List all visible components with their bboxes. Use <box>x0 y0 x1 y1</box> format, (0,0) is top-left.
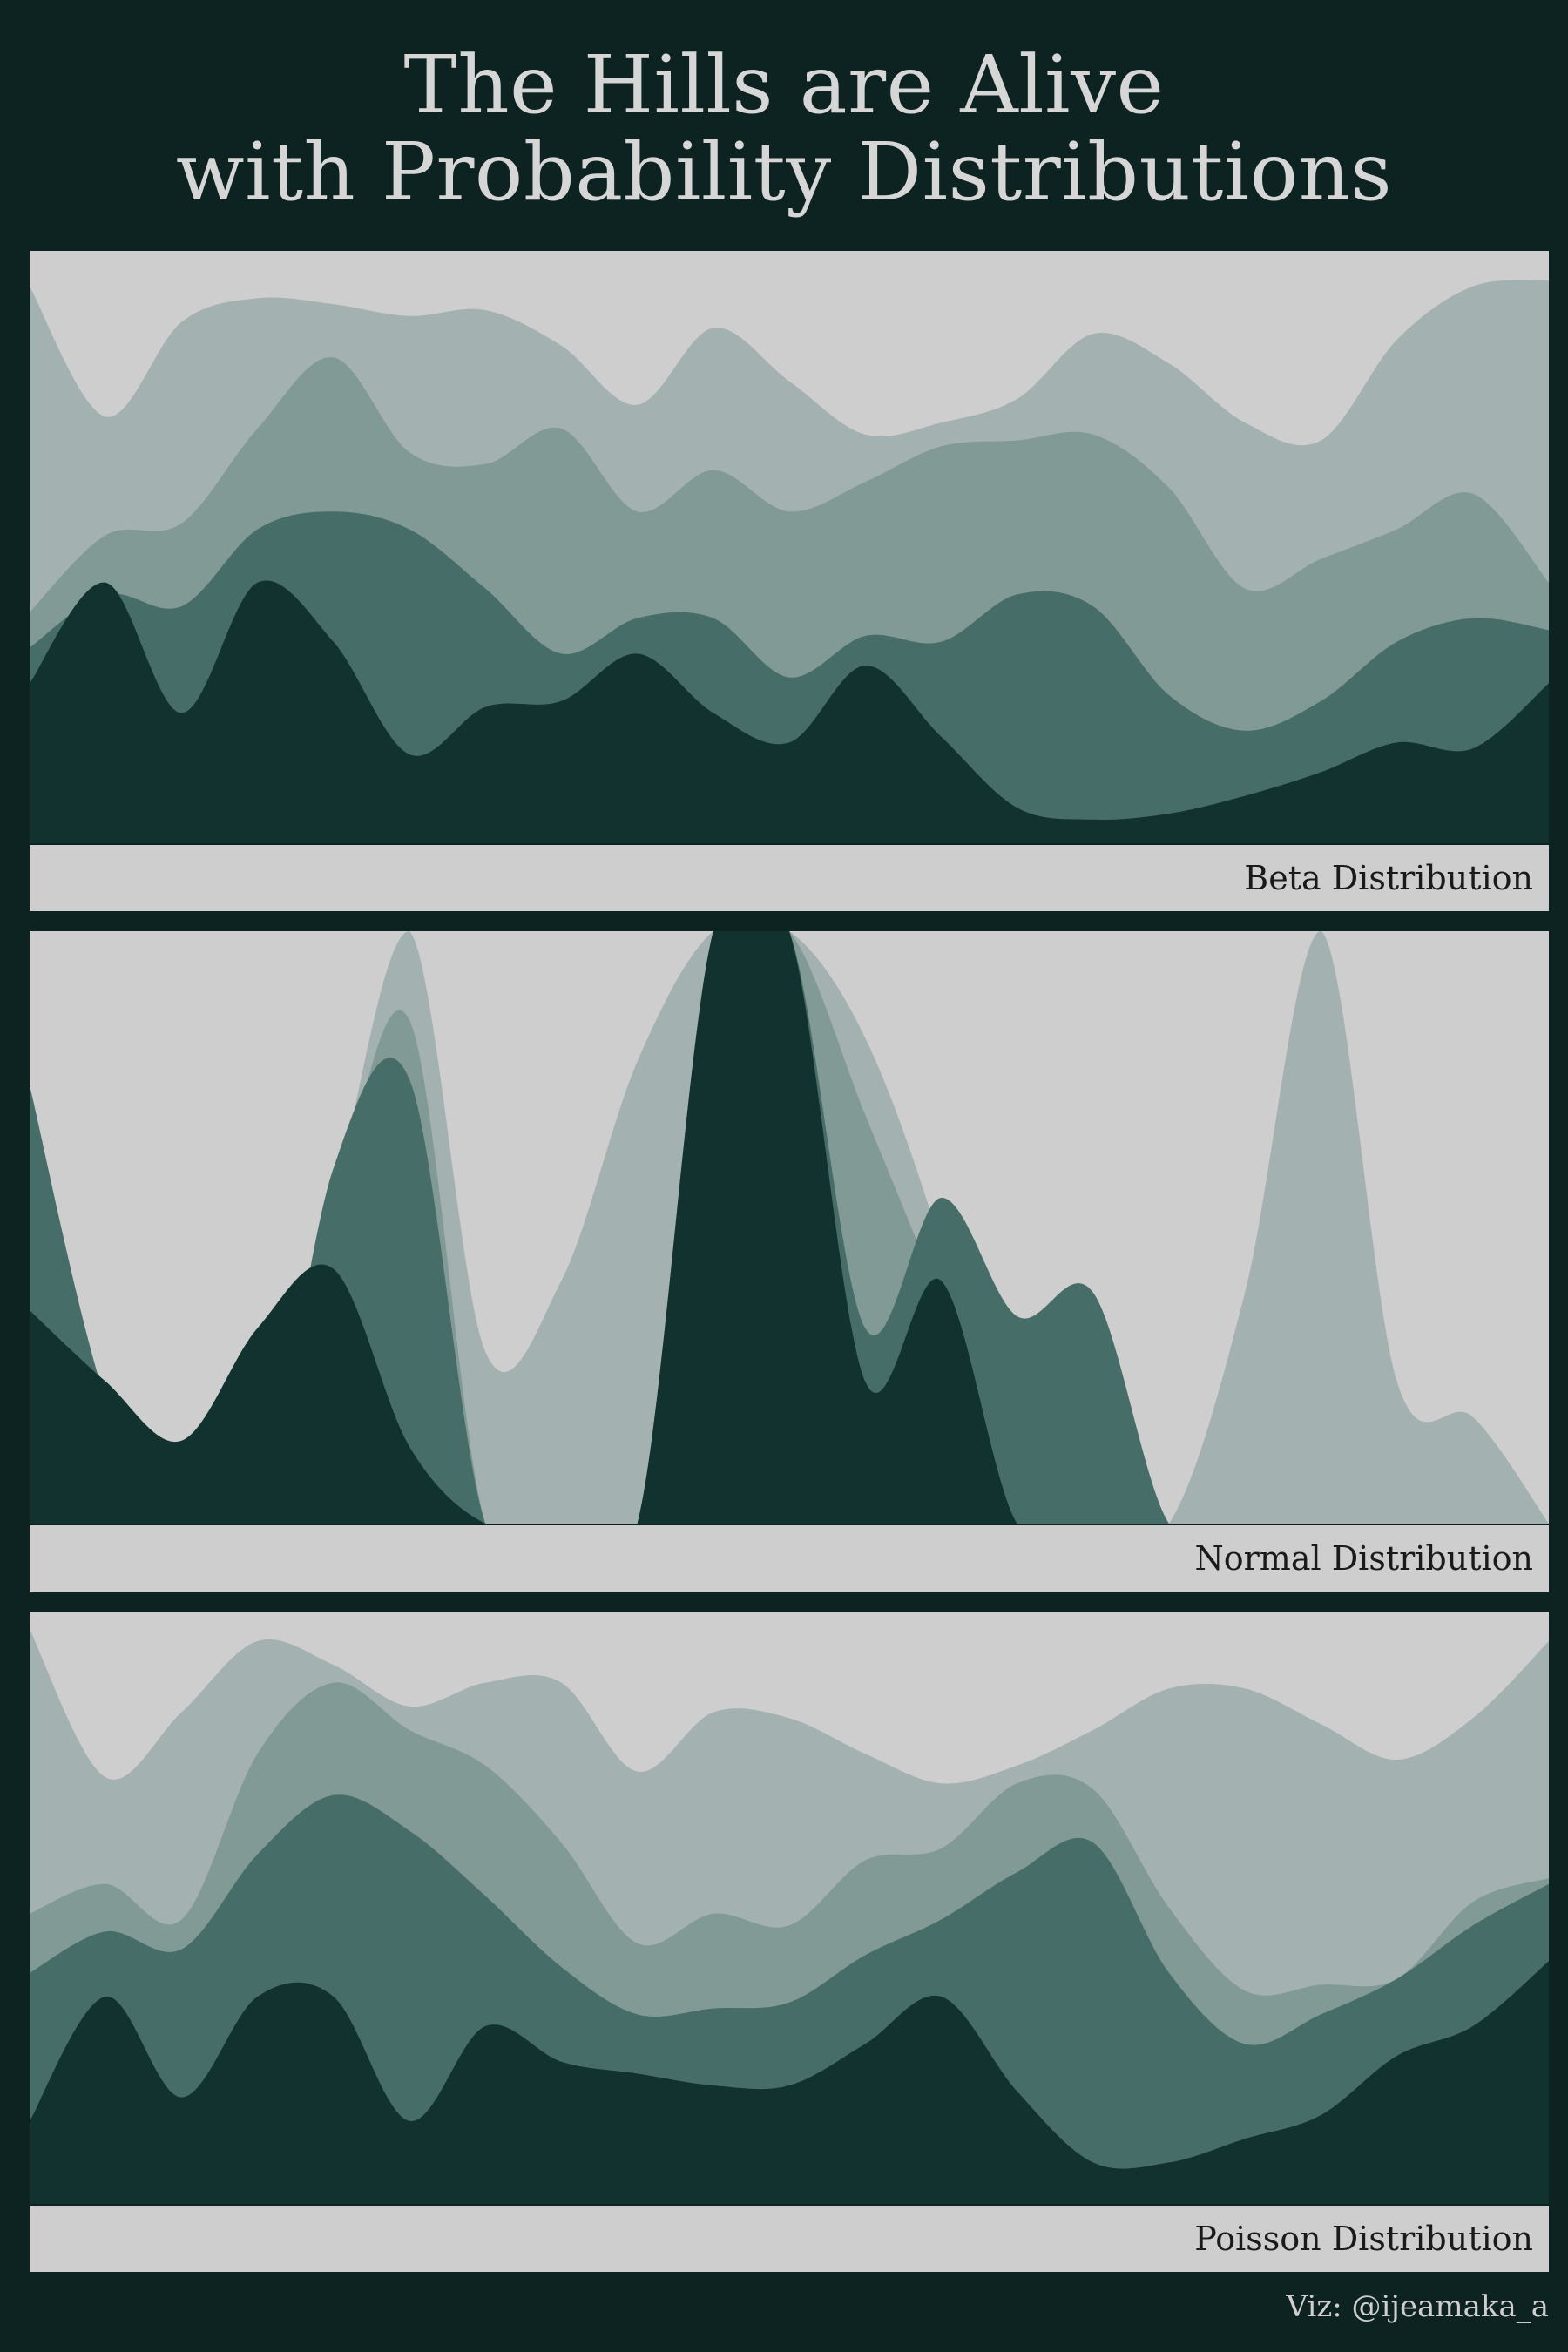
title-line-1: The Hills are Alive <box>403 38 1165 132</box>
hill-layer-4 <box>30 1961 1549 2204</box>
normal-label: Normal Distribution <box>1194 1539 1534 1578</box>
beta-label-bar: Beta Distribution <box>30 843 1549 911</box>
hill-layer-3 <box>30 1794 1549 2204</box>
normal-panel: Normal Distribution <box>30 931 1549 1592</box>
poisson-label: Poisson Distribution <box>1194 2220 1533 2258</box>
beta-label: Beta Distribution <box>1244 859 1533 897</box>
poisson-panel: Poisson Distribution <box>30 1612 1549 2272</box>
poisson-chart <box>30 1629 1549 2204</box>
beta-panel: Beta Distribution <box>30 251 1549 911</box>
hill-layer-4 <box>30 580 1549 843</box>
beta-chart <box>30 280 1549 843</box>
hill-layer-4 <box>30 931 1549 1524</box>
normal-chart <box>30 931 1549 1524</box>
credit: Viz: @ijeamaka_a <box>1286 2289 1549 2324</box>
poisson-label-bar: Poisson Distribution <box>30 2204 1549 2272</box>
chart-title: The Hills are Alive with Probability Dis… <box>0 42 1568 216</box>
title-line-2: with Probability Distributions <box>175 125 1393 219</box>
normal-label-bar: Normal Distribution <box>30 1524 1549 1592</box>
